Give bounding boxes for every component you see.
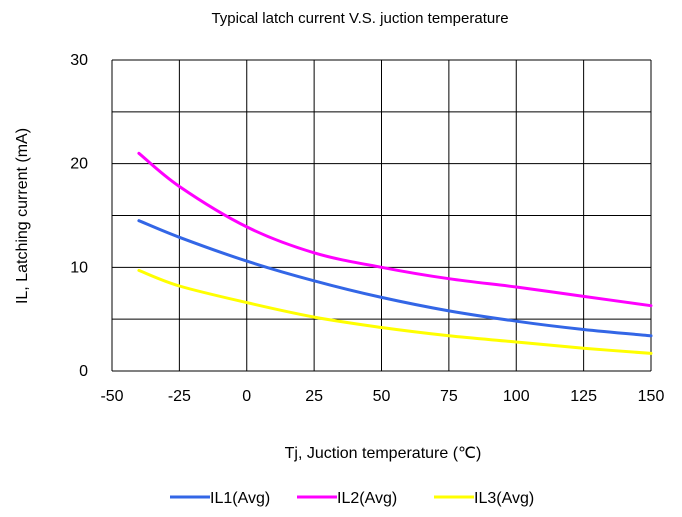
- series-line-1: [137, 219, 653, 338]
- series-line-2: [137, 151, 653, 308]
- x-tick-label: 125: [570, 388, 597, 405]
- y-tick-label: 10: [70, 259, 88, 276]
- y-tick-label: 0: [79, 363, 88, 380]
- x-tick-label: -25: [168, 388, 191, 405]
- x-tick-label: -50: [100, 388, 123, 405]
- x-tick-label: 100: [503, 388, 530, 405]
- x-tick-label: 50: [373, 388, 391, 405]
- legend: IL1(Avg) IL2(Avg) IL3(Avg): [170, 490, 534, 507]
- y-tick-labels: 0 10 20 30: [70, 52, 88, 380]
- x-axis-label: Tj, Juction temperature (℃): [285, 445, 482, 462]
- y-tick-label: 30: [70, 52, 88, 69]
- x-tick-label: 25: [305, 388, 323, 405]
- x-tick-label: 150: [638, 388, 665, 405]
- x-tick-label: 0: [242, 388, 251, 405]
- legend-label: IL1(Avg): [210, 490, 270, 507]
- x-tick-labels: -50 -25 0 25 50 75 100 125 150: [100, 388, 664, 405]
- y-tick-label: 20: [70, 156, 88, 173]
- chart-title: Typical latch current V.S. juction tempe…: [211, 10, 508, 27]
- series-lines: [137, 151, 653, 355]
- grid: [111, 59, 652, 372]
- legend-label: IL2(Avg): [337, 490, 397, 507]
- x-tick-label: 75: [440, 388, 458, 405]
- y-axis-label: IL, Latching current (mA): [14, 128, 31, 304]
- series-line-3: [137, 268, 653, 355]
- legend-label: IL3(Avg): [474, 490, 534, 507]
